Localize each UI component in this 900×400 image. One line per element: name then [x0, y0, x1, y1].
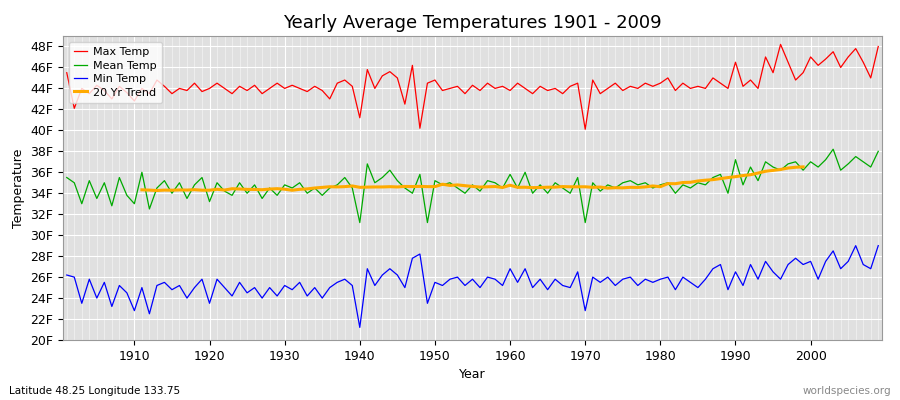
Min Temp — [850, 243, 861, 248]
Max Temp — [497, 84, 508, 89]
Max Temp — [122, 90, 132, 95]
20 Yr Trend — [227, 186, 238, 191]
Max Temp — [775, 42, 786, 47]
Legend: Max Temp, Mean Temp, Min Temp, 20 Yr Trend: Max Temp, Mean Temp, Min Temp, 20 Yr Tre… — [68, 42, 162, 103]
20 Yr Trend — [279, 187, 290, 192]
Line: Mean Temp: Mean Temp — [67, 149, 878, 222]
Mean Temp — [287, 186, 298, 190]
Min Temp — [505, 266, 516, 271]
Min Temp — [287, 287, 298, 292]
Mean Temp — [61, 175, 72, 180]
Max Temp — [505, 88, 516, 93]
20 Yr Trend — [400, 184, 410, 189]
Min Temp — [122, 290, 132, 295]
Max Temp — [602, 86, 613, 91]
20 Yr Trend — [730, 174, 741, 179]
20 Yr Trend — [212, 187, 222, 192]
Max Temp — [580, 127, 590, 132]
Mean Temp — [873, 149, 884, 154]
Line: Min Temp: Min Temp — [67, 246, 878, 328]
Y-axis label: Temperature: Temperature — [12, 148, 24, 228]
20 Yr Trend — [151, 188, 162, 193]
Mean Temp — [505, 172, 516, 177]
Line: Max Temp: Max Temp — [67, 44, 878, 129]
20 Yr Trend — [482, 184, 493, 189]
Max Temp — [873, 44, 884, 49]
Min Temp — [512, 280, 523, 285]
Text: Latitude 48.25 Longitude 133.75: Latitude 48.25 Longitude 133.75 — [9, 386, 180, 396]
Mean Temp — [332, 182, 343, 187]
Max Temp — [287, 83, 298, 88]
Line: 20 Yr Trend: 20 Yr Trend — [142, 167, 803, 190]
Min Temp — [332, 280, 343, 285]
X-axis label: Year: Year — [459, 368, 486, 381]
Max Temp — [61, 70, 72, 75]
Min Temp — [61, 273, 72, 278]
Mean Temp — [512, 186, 523, 190]
20 Yr Trend — [797, 164, 808, 169]
Mean Temp — [122, 193, 132, 198]
Mean Temp — [355, 220, 365, 225]
Min Temp — [602, 275, 613, 280]
Mean Temp — [828, 147, 839, 152]
Min Temp — [873, 243, 884, 248]
20 Yr Trend — [137, 188, 148, 192]
Text: worldspecies.org: worldspecies.org — [803, 386, 891, 396]
Title: Yearly Average Temperatures 1901 - 2009: Yearly Average Temperatures 1901 - 2009 — [284, 14, 662, 32]
Max Temp — [332, 81, 343, 86]
Mean Temp — [602, 182, 613, 187]
Min Temp — [355, 325, 365, 330]
